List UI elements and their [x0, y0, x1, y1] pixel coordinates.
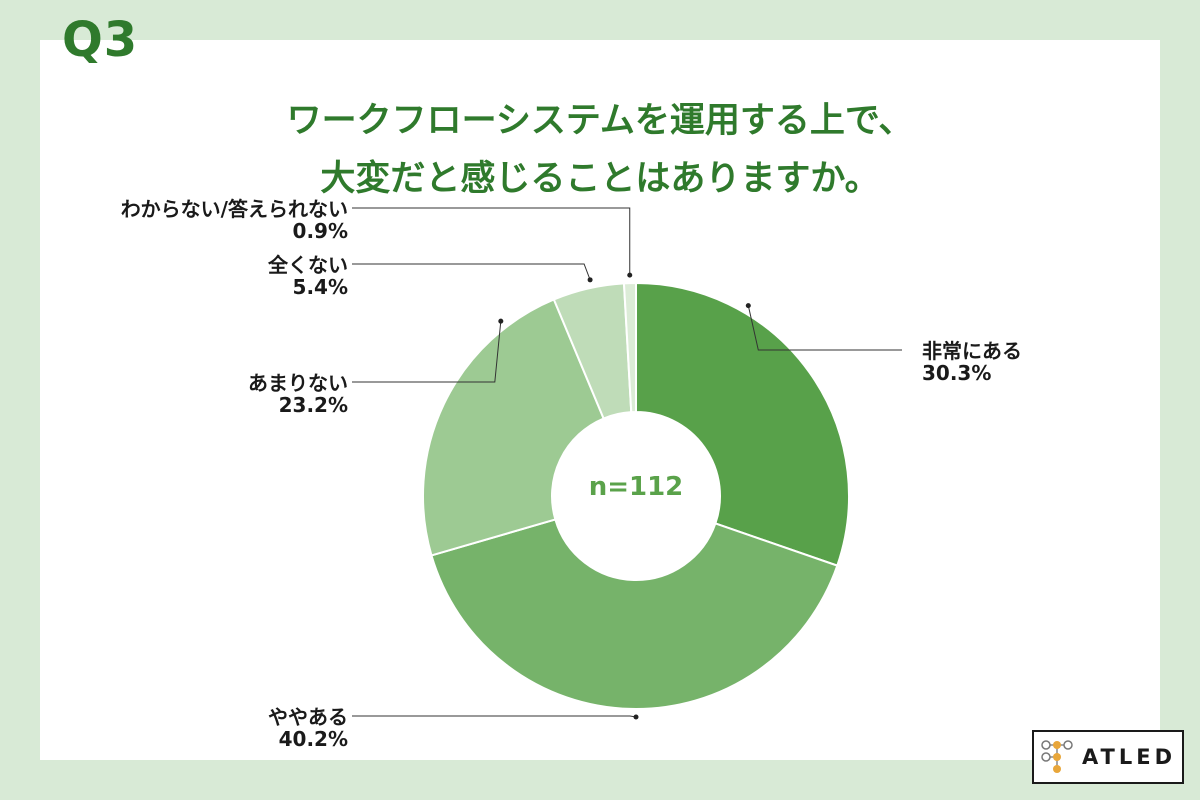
pie-slice-5	[622, 281, 637, 414]
slice-category: あまりない	[248, 371, 348, 395]
leader-dot-1	[745, 303, 751, 309]
slice-label-3: あまりない 23.2%	[248, 372, 348, 416]
leader-line-1	[747, 305, 902, 351]
slice-value: 30.3%	[922, 361, 992, 385]
slice-label-2: ややある 40.2%	[268, 706, 348, 750]
slice-category: ややある	[268, 705, 348, 729]
leader-dot-4	[587, 277, 593, 283]
atled-logo-icon	[1041, 740, 1073, 773]
slice-value: 40.2%	[278, 727, 348, 751]
leader-dot-5	[627, 272, 633, 278]
leader-line-5	[352, 207, 631, 276]
atled-logo-text: ATLED	[1081, 745, 1177, 769]
title-line-2: 大変だと感じることはありますか。	[320, 159, 880, 199]
title-line-1: ワークフローシステムを運用する上で、	[286, 101, 914, 141]
slice-value: 5.4%	[292, 275, 348, 299]
pie-slice-3	[422, 298, 605, 557]
sample-size-label: n=112	[588, 472, 684, 502]
slice-category: 全くない	[268, 253, 348, 277]
slice-category: わからない/答えられない	[120, 197, 348, 221]
leader-line-3	[352, 321, 502, 383]
leader-dot-2	[633, 714, 639, 720]
pie-slice-2	[430, 518, 839, 710]
leader-line-2	[352, 715, 637, 718]
slice-value: 23.2%	[278, 393, 348, 417]
slice-value: 0.9%	[292, 219, 348, 243]
slice-label-1: 非常にある 30.3%	[922, 340, 1022, 384]
leader-line-4	[352, 263, 591, 280]
slice-label-5: わからない/答えられない 0.9%	[121, 198, 348, 242]
question-label: Q3	[62, 12, 139, 68]
atled-logo: ATLED	[1032, 730, 1184, 784]
chart-title: ワークフローシステムを運用する上で、 大変だと感じることはありますか。	[0, 92, 1200, 208]
pie-slice-1	[635, 281, 850, 567]
slice-label-4: 全くない 5.4%	[268, 254, 348, 298]
slice-category: 非常にある	[922, 339, 1022, 363]
leader-dot-3	[498, 318, 504, 324]
